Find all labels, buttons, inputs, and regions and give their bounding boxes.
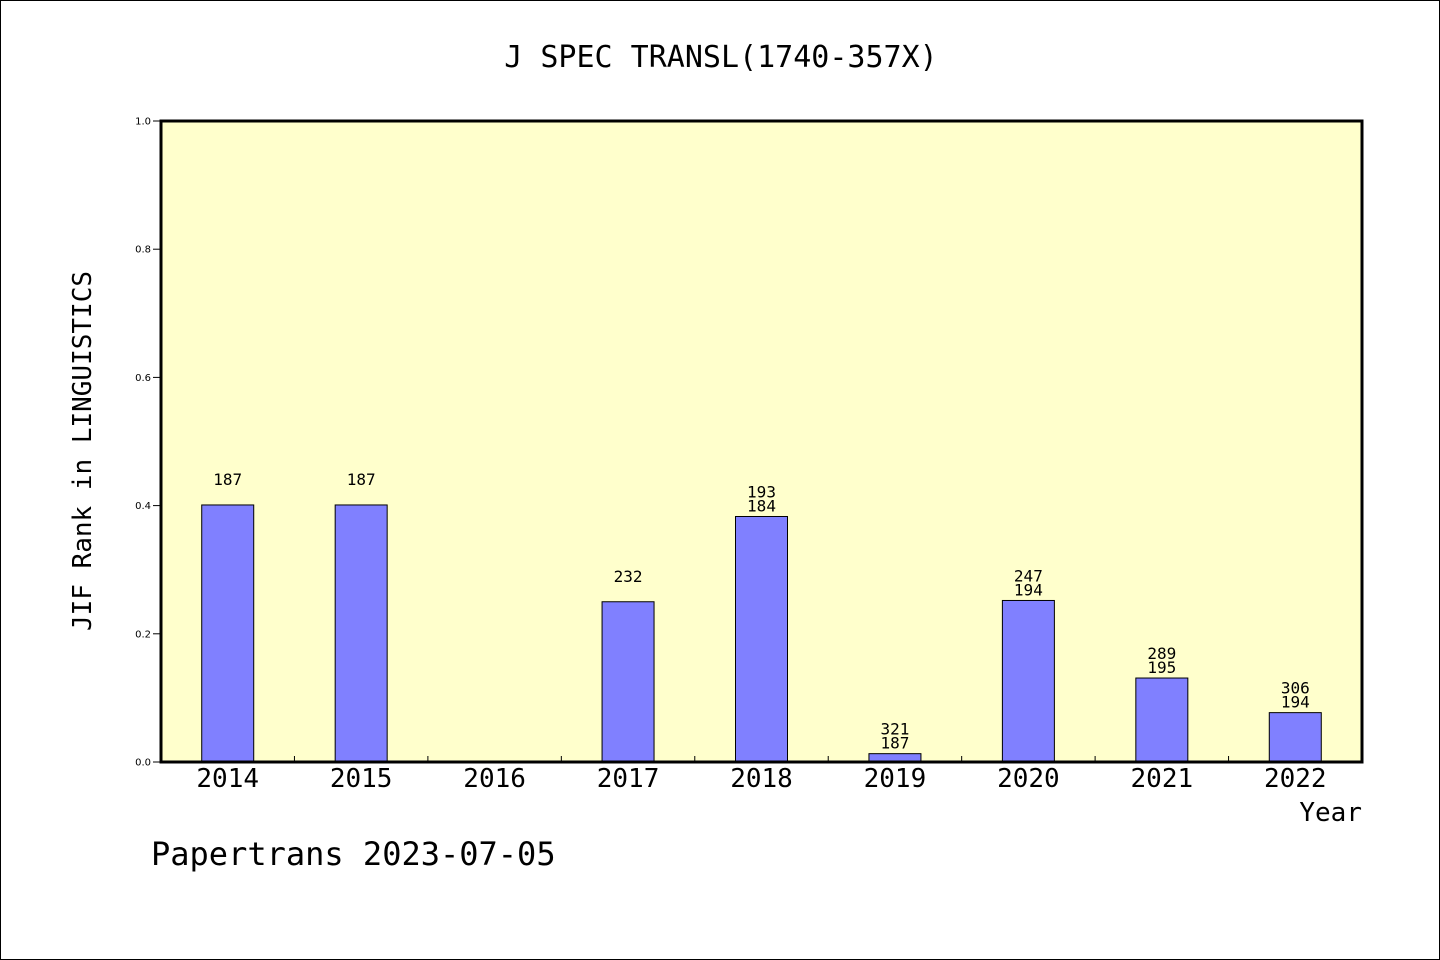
x-tick-label: 2017 [597, 764, 660, 794]
bar-value-label: 194 [1281, 693, 1310, 712]
y-tick-label: 0.6 [135, 373, 151, 384]
bar-value-label: 184 [747, 496, 776, 515]
bar [334, 504, 388, 763]
plot-frame [159, 119, 1364, 764]
bar [1135, 677, 1189, 763]
bar [1001, 599, 1055, 763]
bar [1268, 712, 1322, 763]
x-tick-label: 2015 [330, 764, 393, 794]
x-tick-label: 2014 [196, 764, 259, 794]
x-tick-label: 2019 [864, 764, 927, 794]
y-tick-label: 0.0 [135, 758, 151, 769]
y-axis: 0.0 0.2 0.4 0.6 0.8 1.0 [135, 117, 161, 769]
bar-value-label: 289 [1147, 644, 1176, 663]
bar-value-label: 195 [1147, 658, 1176, 677]
y-axis-label: JIF Rank in LINGUISTICS [68, 271, 98, 631]
bar-value-label: 187 [347, 470, 376, 489]
y-tick-label: 1.0 [135, 117, 151, 128]
y-tick-label: 0.8 [135, 245, 151, 256]
y-tick-label: 0.4 [135, 501, 151, 512]
bar [601, 601, 655, 763]
bar-value-label: 187 [880, 734, 909, 753]
x-tick-label: 2018 [730, 764, 793, 794]
chart-title: J SPEC TRANSL(1740-357X) [504, 40, 937, 75]
bar-value-label: 187 [213, 470, 242, 489]
x-tick-label: 2022 [1264, 764, 1327, 794]
bar [735, 515, 788, 763]
x-tick-label: 2016 [463, 764, 526, 794]
bar-value-label: 247 [1014, 566, 1043, 585]
bars-layer [201, 504, 1322, 763]
x-axis-label: Year [1299, 798, 1362, 828]
bar [201, 504, 255, 763]
bar-value-label: 306 [1281, 679, 1310, 698]
bar-value-label: 321 [880, 720, 909, 739]
x-axis: 2014 2015 2016 2017 2018 2019 2020 2021 2022 [196, 756, 1327, 794]
footer-credit: Papertrans 2023-07-05 [151, 835, 556, 873]
x-tick-label: 2020 [997, 764, 1060, 794]
y-tick-label: 0.2 [135, 629, 151, 640]
bar-value-label: 193 [747, 482, 776, 501]
bar-value-label: 232 [614, 567, 643, 586]
bar-value-label: 194 [1014, 580, 1043, 599]
x-tick-label: 2021 [1131, 764, 1194, 794]
